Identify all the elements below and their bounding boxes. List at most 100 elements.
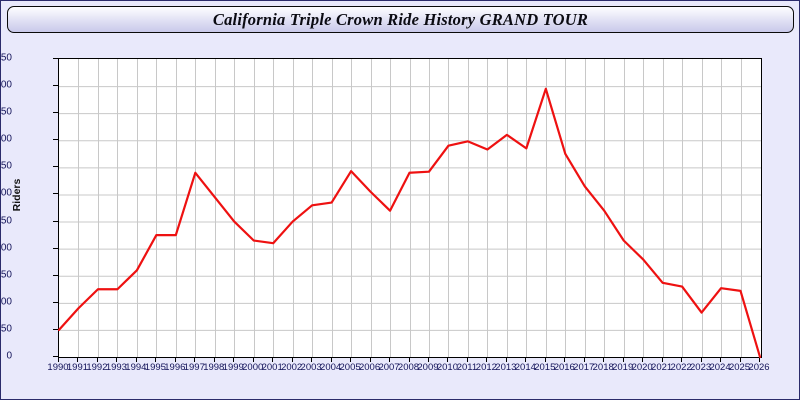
- x-tick-mark: [214, 357, 215, 362]
- y-tick-mark: [53, 85, 58, 86]
- x-tick-label: 2007: [378, 362, 400, 373]
- x-tick-label: 2017: [573, 362, 595, 373]
- x-tick-mark: [486, 357, 487, 362]
- x-tick-mark: [311, 357, 312, 362]
- x-tick-mark: [253, 357, 254, 362]
- x-tick-label: 2010: [436, 362, 459, 373]
- x-tick-mark: [331, 357, 332, 362]
- y-tick-label: 350: [0, 160, 12, 172]
- y-tick-label: 100: [0, 296, 12, 308]
- x-tick-label: 2006: [358, 362, 381, 373]
- y-tick-label: 450: [0, 106, 12, 118]
- x-tick-mark: [759, 357, 760, 362]
- x-tick-label: 2009: [417, 362, 439, 373]
- y-tick-mark: [53, 248, 58, 249]
- x-tick-mark: [409, 357, 410, 362]
- y-tick-label: 200: [0, 242, 12, 254]
- x-tick-mark: [389, 357, 390, 362]
- x-tick-label: 2021: [651, 362, 673, 373]
- plot-area: [57, 58, 762, 359]
- x-tick-mark: [175, 357, 176, 362]
- y-tick-label: 50: [0, 323, 12, 335]
- y-tick-mark: [53, 221, 58, 222]
- x-tick-label: 1992: [86, 362, 108, 373]
- chart-page: California Triple Crown Ride History GRA…: [0, 0, 800, 400]
- x-tick-mark: [720, 357, 721, 362]
- y-tick-mark: [53, 302, 58, 303]
- y-tick-mark: [53, 356, 58, 357]
- page-title: California Triple Crown Ride History GRA…: [212, 9, 589, 29]
- x-tick-mark: [370, 357, 371, 362]
- x-tick-mark: [272, 357, 273, 362]
- x-tick-label: 2002: [281, 362, 303, 373]
- gridlines: [59, 59, 761, 357]
- x-tick-mark: [740, 357, 741, 362]
- x-tick-label: 2014: [514, 362, 536, 373]
- x-tick-label: 1998: [203, 362, 225, 373]
- chart-title-bar: California Triple Crown Ride History GRA…: [7, 6, 794, 33]
- x-tick-label: 1996: [164, 362, 186, 373]
- x-tick-mark: [447, 357, 448, 362]
- x-tick-label: 1991: [66, 362, 89, 373]
- x-tick-mark: [292, 357, 293, 362]
- x-tick-label: 2025: [728, 362, 751, 373]
- x-tick-label: 2012: [475, 362, 497, 373]
- x-tick-mark: [350, 357, 351, 362]
- series-line-riders: [57, 87, 762, 359]
- y-tick-mark: [53, 166, 58, 167]
- x-tick-label: 2019: [612, 362, 634, 373]
- x-axis-tick-labels: 1990 1991 1992 1993 1994 1995 1996 1997 1998 1999…: [1, 1, 800, 401]
- y-tick-mark: [53, 139, 58, 140]
- x-tick-mark: [701, 357, 702, 362]
- y-tick-label: 400: [0, 133, 12, 145]
- x-tick-label: 2022: [670, 362, 692, 373]
- x-tick-mark: [603, 357, 604, 362]
- x-tick-label: 2011: [456, 362, 478, 373]
- y-tick-mark: [53, 275, 58, 276]
- y-tick-mark: [53, 329, 58, 330]
- y-tick-label: 0: [6, 350, 12, 362]
- y-tick-label: 500: [0, 79, 12, 91]
- x-tick-label: 1995: [144, 362, 166, 373]
- x-tick-label: 1994: [125, 362, 147, 373]
- x-tick-mark: [545, 357, 546, 362]
- x-tick-label: 2020: [631, 362, 653, 373]
- x-tick-label: 2016: [553, 362, 575, 373]
- x-tick-mark: [584, 357, 585, 362]
- y-tick-label: 250: [0, 215, 12, 227]
- x-tick-label: 2005: [339, 362, 361, 373]
- x-tick-label: 1993: [105, 362, 127, 373]
- x-tick-label: 2001: [261, 362, 283, 373]
- x-tick-mark: [136, 357, 137, 362]
- x-tick-label: 1990: [47, 362, 69, 373]
- x-tick-label: 2008: [397, 362, 420, 373]
- y-axis-tick-labels: 0 50 100 150 200 250 300 350 400 450 500 550: [0, 1, 58, 413]
- x-tick-mark: [194, 357, 195, 362]
- x-tick-mark: [77, 357, 78, 362]
- x-tick-label: 2004: [320, 362, 342, 373]
- x-tick-mark: [155, 357, 156, 362]
- y-tick-label: 150: [0, 269, 12, 281]
- x-tick-mark: [525, 357, 526, 362]
- x-tick-mark: [233, 357, 234, 362]
- x-tick-mark: [428, 357, 429, 362]
- x-tick-label: 1999: [222, 362, 244, 373]
- x-tick-label: 2018: [592, 362, 614, 373]
- y-tick-label: 550: [0, 52, 12, 64]
- x-tick-label: 2024: [709, 362, 731, 373]
- y-tick-mark: [53, 112, 58, 113]
- y-tick-mark: [53, 193, 58, 194]
- x-tick-mark: [116, 357, 117, 362]
- x-tick-label: 2026: [748, 362, 770, 373]
- x-tick-mark: [681, 357, 682, 362]
- x-tick-mark: [58, 357, 59, 362]
- x-tick-mark: [467, 357, 468, 362]
- x-tick-label: 2000: [242, 362, 264, 373]
- y-tick-mark: [53, 58, 58, 59]
- x-tick-label: 1997: [183, 362, 205, 373]
- x-tick-mark: [564, 357, 565, 362]
- x-tick-label: 2023: [690, 362, 712, 373]
- x-tick-mark: [97, 357, 98, 362]
- x-tick-mark: [642, 357, 643, 362]
- x-tick-label: 2003: [300, 362, 322, 373]
